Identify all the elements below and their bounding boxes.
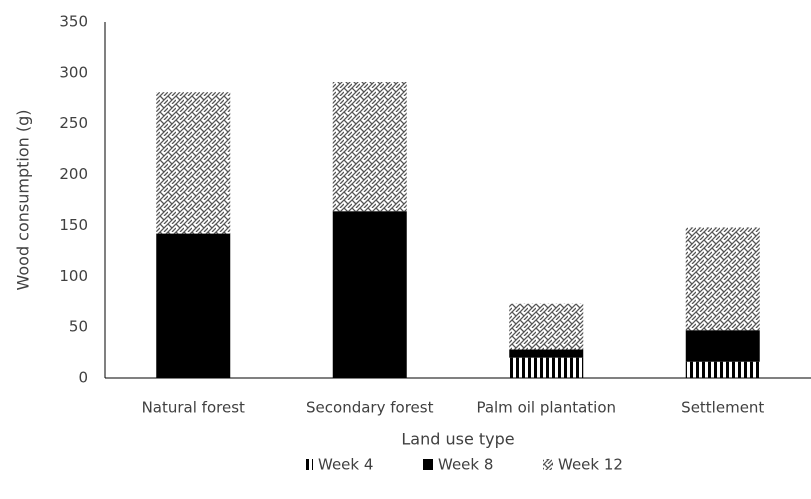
bar-segment [685,361,760,378]
legend-label: Week 4 [318,456,373,474]
legend-swatch [303,459,313,470]
bar-segment [685,227,760,331]
bar-segment [332,82,407,212]
x-tick-label: Settlement [681,399,764,417]
y-tick-label: 0 [78,369,88,387]
x-tick-label: Natural forest [142,399,245,417]
bar-segment [156,92,231,234]
bar-segment [509,303,584,350]
legend-swatch [543,459,553,470]
legend-label: Week 12 [558,456,623,474]
bar-segment [685,330,760,362]
legend-label: Week 8 [438,456,493,474]
y-tick-label: 250 [59,114,88,132]
bar-segment [509,349,584,358]
y-tick-label: 150 [59,216,88,234]
bar-segment [509,357,584,378]
x-tick-label: Palm oil plantation [476,399,616,417]
y-tick-label: 100 [59,267,88,285]
x-tick-label: Secondary forest [306,399,434,417]
y-tick-label: 200 [59,165,88,183]
x-axis-title: Land use type [401,430,514,449]
y-axis-title: Wood consumption (g) [14,109,33,290]
legend-swatch [423,459,433,470]
y-tick-label: 50 [69,318,88,336]
bar-segment [156,233,231,378]
y-tick-label: 350 [59,13,88,31]
y-tick-label: 300 [59,63,88,81]
bar-segment [332,211,407,378]
